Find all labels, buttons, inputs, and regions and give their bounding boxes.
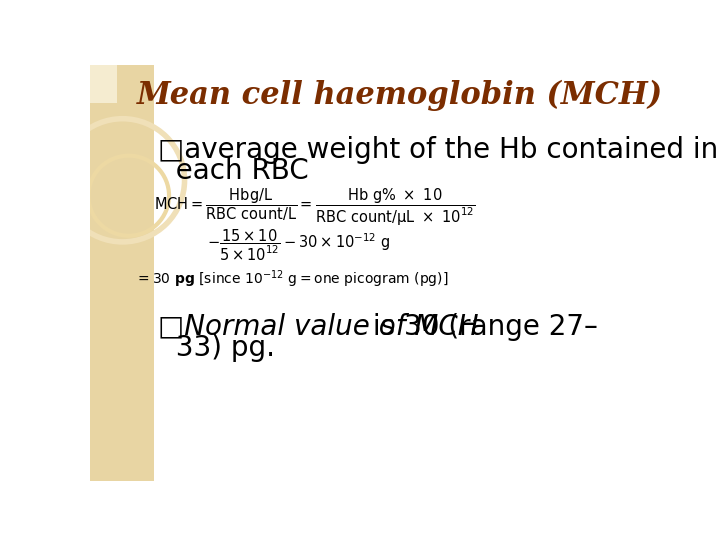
Text: $\mathrm{MCH} = \dfrac{\mathrm{Hbg/L}}{\mathrm{RBC\ count/L}} = \dfrac{\mathrm{H: $\mathrm{MCH} = \dfrac{\mathrm{Hbg/L}}{\…: [154, 187, 475, 228]
Text: 33) pg.: 33) pg.: [158, 334, 275, 362]
Text: $-\dfrac{15 \times 10}{5 \times 10^{12}} - 30 \times 10^{-12}\ \mathrm{g}$: $-\dfrac{15 \times 10}{5 \times 10^{12}}…: [207, 228, 391, 264]
Bar: [90, 65, 154, 481]
Text: □average weight of the Hb contained in: □average weight of the Hb contained in: [158, 136, 719, 164]
Text: Mean cell haemoglobin (MCH): Mean cell haemoglobin (MCH): [137, 80, 663, 111]
Text: is 30 (range 27–: is 30 (range 27–: [364, 313, 598, 341]
Text: $= 30\ \mathbf{pg}\ \mathrm{[since\ 10^{-12}\ g = one\ picogram\ (pg)]}$: $= 30\ \mathbf{pg}\ \mathrm{[since\ 10^{…: [135, 268, 449, 289]
Bar: [90, 65, 117, 103]
Text: each RBC: each RBC: [158, 157, 309, 185]
Text: □Normal value of MCH: □Normal value of MCH: [158, 313, 479, 341]
